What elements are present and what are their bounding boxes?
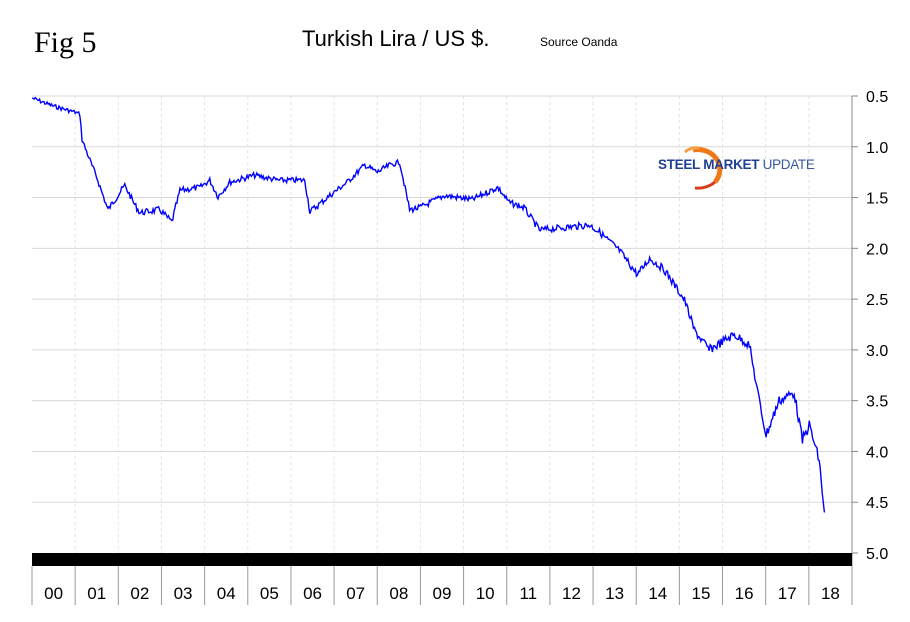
series-line-try-usd (31, 96, 826, 513)
x-tick-label: 13 (605, 584, 624, 603)
y-tick-label: 3.0 (866, 343, 888, 360)
x-tick-label: 03 (174, 584, 193, 603)
x-tick-label: 02 (130, 584, 149, 603)
x-tick-label: 07 (346, 584, 365, 603)
chart-subtitle: Source Oanda (540, 35, 618, 49)
x-tick-label: 09 (433, 584, 452, 603)
x-tick-label: 15 (691, 584, 710, 603)
x-tick-label: 06 (303, 584, 322, 603)
chart-title: Turkish Lira / US $. (302, 26, 490, 51)
y-tick-label: 1.0 (866, 140, 888, 157)
y-tick-label: 2.0 (866, 241, 888, 258)
logo-word-market: MARKET (703, 157, 760, 172)
x-tick-label: 00 (44, 584, 63, 603)
y-tick-label: 4.5 (866, 495, 888, 512)
y-tick-label: 4.0 (866, 444, 888, 461)
y-tick-label: 5.0 (866, 546, 888, 563)
x-axis-band (32, 553, 852, 566)
logo-word-steel: STEEL (658, 157, 700, 172)
x-tick-label: 17 (778, 584, 797, 603)
x-tick-label: 11 (519, 584, 537, 603)
y-tick-label: 1.5 (866, 191, 888, 208)
x-tick-label: 01 (87, 584, 106, 603)
x-tick-label: 10 (476, 584, 495, 603)
x-tick-label: 05 (260, 584, 279, 603)
y-tick-label: 2.5 (866, 292, 888, 309)
x-tick-label: 18 (821, 584, 840, 603)
y-tick-label: 0.5 (866, 89, 888, 106)
figure-label: Fig 5 (34, 26, 97, 59)
y-tick-label: 3.5 (866, 394, 888, 411)
x-tick-label: 16 (735, 584, 754, 603)
x-tick-label: 08 (389, 584, 408, 603)
logo-swoosh-icon (684, 146, 723, 190)
logo-word-update: UPDATE (762, 157, 815, 172)
steel-market-update-logo: STEEL MARKET UPDATE (655, 140, 815, 190)
x-tick-label: 14 (648, 584, 667, 603)
x-tick-label: 04 (217, 584, 236, 603)
x-tick-label: 12 (562, 584, 581, 603)
